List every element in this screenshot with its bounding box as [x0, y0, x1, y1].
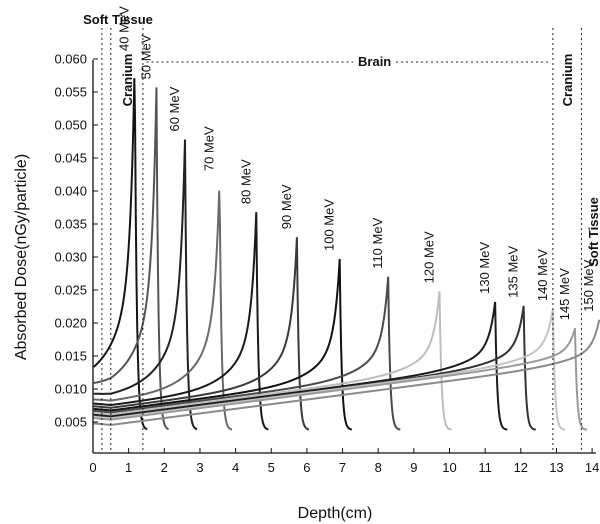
series-line [93, 190, 233, 431]
y-tick-label: 0.020 [54, 316, 87, 331]
x-tick-label: 2 [161, 460, 168, 475]
x-tick-label: 0 [89, 460, 96, 475]
region-label-cranium: Cranium [560, 54, 575, 107]
x-tick-label: 7 [339, 460, 346, 475]
y-tick-label: 0.025 [54, 283, 87, 298]
series-label: 135 MeV [506, 245, 521, 297]
series-line [93, 301, 508, 431]
region-label-brain: Brain [358, 54, 391, 69]
series-line [93, 87, 169, 431]
x-tick-label: 13 [549, 460, 563, 475]
region-label-cranium: Cranium [120, 54, 135, 107]
x-tick-label: 4 [232, 460, 239, 475]
y-tick-label: 0.015 [54, 349, 87, 364]
y-tick-label: 0.050 [54, 118, 87, 133]
series-label: 40 MeV [117, 6, 132, 51]
x-tick-label: 3 [196, 460, 203, 475]
y-tick-label: 0.060 [54, 52, 87, 67]
x-tick-label: 6 [303, 460, 310, 475]
series-line [93, 328, 588, 431]
series-line [93, 258, 353, 431]
series-line [93, 212, 269, 431]
y-tick-label: 0.045 [54, 151, 87, 166]
series-label: 145 MeV [557, 268, 572, 320]
series-line [93, 291, 452, 431]
y-tick-label: 0.040 [54, 184, 87, 199]
region-label-soft-tissue: Soft Tissue [586, 197, 600, 267]
series-label: 60 MeV [167, 86, 182, 131]
y-tick-label: 0.005 [54, 415, 87, 430]
series-label: 50 MeV [138, 34, 153, 79]
series-label: 90 MeV [279, 184, 294, 229]
y-tick-label: 0.010 [54, 382, 87, 397]
series-line [93, 319, 600, 426]
series-line [93, 78, 148, 431]
series-line [93, 276, 401, 431]
chart-marks [93, 78, 600, 431]
y-axis-title: Absorbed Dose(nGy/particle) [13, 154, 30, 360]
x-tick-label: 14 [585, 460, 599, 475]
series-line [93, 139, 198, 431]
series-label: 80 MeV [238, 159, 253, 204]
series-line [93, 237, 310, 431]
series-label: 150 MeV [581, 259, 596, 311]
y-tick-label: 0.030 [54, 250, 87, 265]
x-tick-label: 12 [514, 460, 528, 475]
x-tick-label: 9 [410, 460, 417, 475]
x-axis-ticks: 0 1 2 3 4 5 6 7 8 9 10 11 12 13 14 [89, 448, 599, 475]
y-tick-label: 0.035 [54, 217, 87, 232]
x-tick-label: 8 [375, 460, 382, 475]
x-tick-label: 5 [268, 460, 275, 475]
series-label: 130 MeV [477, 242, 492, 294]
series-line [93, 308, 566, 431]
series-label: 70 MeV [202, 126, 217, 171]
series-label: 120 MeV [422, 231, 437, 283]
anatomy-regions: Soft Tissue Cranium Brain Cranium Soft Tissu… [83, 12, 600, 453]
region-label-soft-tissue: Soft Tissue [83, 12, 153, 27]
series-label: 100 MeV [322, 199, 337, 251]
series-label: 140 MeV [535, 249, 550, 301]
x-tick-label: 10 [442, 460, 456, 475]
curve-labels: 40 MeV 50 MeV 60 MeV 70 MeV 80 MeV 90 MeV 100 … [117, 6, 597, 320]
x-tick-label: 11 [478, 460, 492, 475]
x-tick-label: 1 [125, 460, 132, 475]
y-tick-label: 0.055 [54, 85, 87, 100]
series-label: 110 MeV [370, 217, 385, 268]
y-axis-ticks: 0.005 0.010 0.015 0.020 0.025 0.030 0.035 0.040… [54, 52, 98, 430]
x-axis-title: Depth(cm) [298, 505, 373, 522]
